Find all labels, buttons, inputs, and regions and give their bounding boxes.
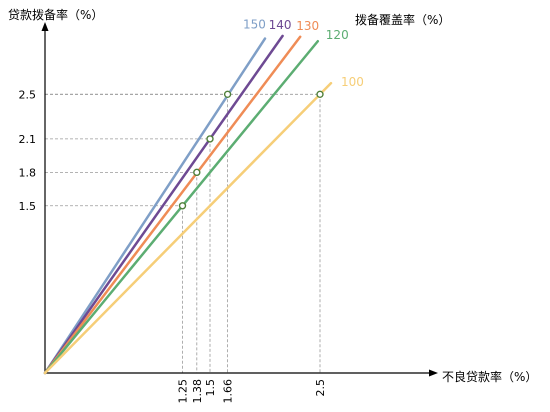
x-axis-title: 不良贷款率（%） bbox=[442, 369, 537, 384]
y-tick-label-0: 1.5 bbox=[19, 200, 37, 213]
series-line-100 bbox=[43, 81, 333, 375]
highlight-point-3 bbox=[223, 90, 232, 99]
series-line-140 bbox=[43, 34, 284, 375]
x-tick-label-0: 1.25 bbox=[177, 379, 190, 404]
series-label-140: 140 bbox=[269, 18, 292, 32]
series-lines bbox=[43, 34, 333, 375]
y-axis-arrow bbox=[41, 22, 49, 31]
tick-labels: 1.51.82.12.51.25 1.38 1.5 1.66 2.5 bbox=[19, 88, 328, 403]
y-tick-label-3: 2.5 bbox=[19, 88, 37, 101]
x-axis-arrow bbox=[429, 369, 438, 377]
highlight-point-2 bbox=[206, 135, 214, 143]
x-tick-label-4: 2.5 bbox=[314, 379, 327, 397]
series-label-100: 100 bbox=[341, 75, 364, 89]
axes bbox=[41, 22, 438, 377]
highlight-point-4 bbox=[316, 90, 324, 99]
y-tick-label-1: 1.8 bbox=[19, 166, 37, 179]
y-axis-title: 贷款拨备率（%） bbox=[8, 7, 103, 22]
series-label-120: 120 bbox=[326, 28, 349, 42]
y-tick-label-2: 2.1 bbox=[19, 133, 37, 146]
x-tick-label-1: 1.38 bbox=[191, 379, 204, 404]
legend-title: 拨备覆盖率（%） bbox=[355, 12, 450, 27]
highlight-point-1 bbox=[193, 168, 201, 177]
highlight-points bbox=[178, 90, 324, 210]
series-label-150: 150 bbox=[243, 18, 266, 32]
series-labels: 150 140 130 120 100 bbox=[243, 18, 364, 90]
series-line-130 bbox=[43, 35, 302, 375]
highlight-point-0 bbox=[178, 202, 187, 210]
series-label-130: 130 bbox=[296, 19, 319, 33]
x-tick-label-2: 1.5 bbox=[204, 379, 217, 397]
x-tick-label-3: 1.66 bbox=[222, 379, 235, 404]
